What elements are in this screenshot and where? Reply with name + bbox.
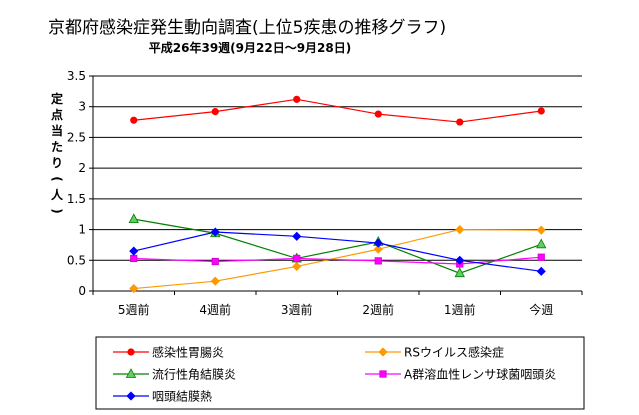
data-point [455,255,465,265]
series-line [133,218,542,274]
data-point [374,110,382,118]
data-point [536,225,546,235]
data-point [211,108,219,116]
gridlines [93,75,582,261]
y-tick-label: 1.5 [67,192,86,206]
y-axis-label-char: り [51,156,63,170]
y-axis-label-char: ) [50,208,64,213]
x-tick-label: 5週前 [118,302,150,317]
x-tick-label: 2週前 [362,302,394,317]
x-tick-label: 4週前 [199,302,231,317]
series-3 [128,213,547,278]
data-point [130,116,138,124]
legend-marker [379,370,387,378]
legend-marker [378,347,388,357]
y-axis-label-char: 人 [51,187,64,202]
y-tick-label: 0 [78,284,86,298]
legend-item: 感染性胃腸炎 [113,345,224,360]
x-axis-ticks: 5週前 4週前 3週前 2週前 1週前 今週 [92,291,583,317]
y-axis-label-char: ( [50,176,64,181]
data-point [536,266,546,276]
y-tick-label: 3.5 [67,69,86,83]
x-tick-label: 1週前 [444,302,476,317]
y-tick-label: 0.5 [67,253,86,267]
series-line [133,256,542,265]
legend-label: 流行性角結膜炎 [152,368,236,382]
y-axis-label-char: 定 [51,91,63,106]
y-axis-label-char: 当 [51,123,63,138]
legend-label: RSウイルス感染症 [404,345,504,360]
data-point [456,118,464,126]
series-line [133,228,542,290]
data-point [454,267,465,278]
y-axis-label-char: た [51,140,63,154]
legend-item: A群溶血性レンサ球菌咽頭炎 [365,367,556,382]
data-point [129,283,139,294]
legend-marker [126,391,136,401]
series-5 [129,227,546,276]
legend-item: 咽頭結膜熱 [113,390,212,404]
legend-label: 感染性胃腸炎 [152,345,224,360]
data-point [537,107,545,115]
data-point [455,225,465,235]
data-point [293,254,301,263]
data-point [129,246,139,256]
series-1 [130,95,545,126]
data-point [130,254,138,263]
data-point [292,261,302,271]
data-point [211,257,219,266]
series [128,95,547,294]
legend-marker [125,368,137,378]
chart-title: 京都府感染症発生動向調査(上位5疾患の推移グラフ) [48,18,446,38]
legend-item: RSウイルス感染症 [365,345,504,360]
data-point [128,213,139,224]
y-axis-label-char: 点 [51,107,63,122]
y-tick-label: 2.5 [67,130,86,144]
data-point [210,227,220,237]
data-point [537,253,545,261]
data-point [373,238,383,248]
data-point [536,238,547,249]
legend-label: A群溶血性レンサ球菌咽頭炎 [404,367,556,382]
y-axis-ticks: 0 0.5 1 1.5 2 2.5 3 3.5 [67,69,93,298]
x-tick-label: 3週前 [281,302,313,317]
y-tick-label: 3 [78,100,86,114]
y-tick-label: 2 [78,161,86,175]
axes [92,76,582,292]
series-2 [129,225,546,294]
legend-label: 咽頭結膜熱 [152,390,212,404]
data-point [210,276,220,286]
data-point [292,231,302,241]
legend-box [95,336,585,410]
series-line [133,231,542,272]
data-point [293,95,301,103]
y-tick-label: 1 [78,223,86,237]
series-line [133,98,542,123]
data-point [373,244,383,254]
legend-item: 流行性角結膜炎 [113,368,236,382]
data-point [374,257,382,265]
legend-marker [127,348,135,356]
chart-subtitle: 平成26年39週(9月22日～9月28日) [149,40,351,55]
x-tick-label: 今週 [529,302,553,317]
